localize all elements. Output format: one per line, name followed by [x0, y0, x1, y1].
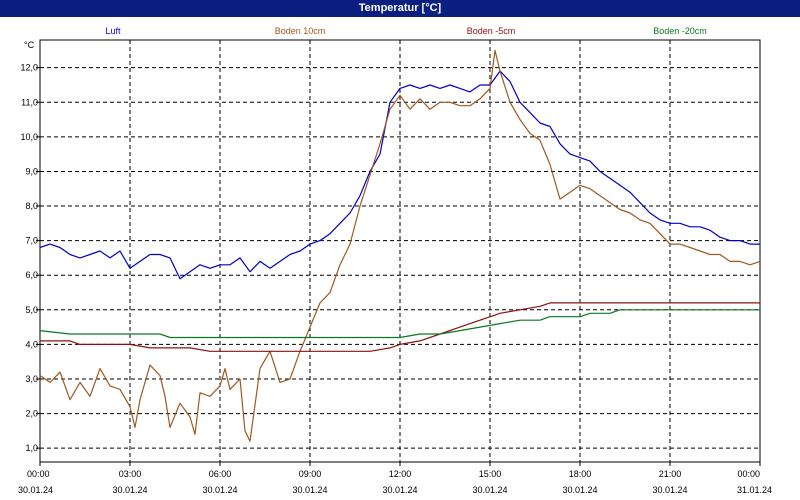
- series-line-3: [40, 302, 760, 352]
- y-tick-label: 10,0: [20, 132, 38, 142]
- y-axis-unit: °C: [24, 40, 35, 50]
- x-tick-date: 30.01.24: [562, 485, 597, 495]
- series-line-2: [39, 49, 761, 442]
- x-tick-date: 30.01.24: [652, 485, 687, 495]
- x-axis-ticks: 00:00 30.01.24 03:00 30.01.24 06:00 30.01.24 0…: [18, 462, 772, 495]
- series-line-1: [39, 70, 760, 280]
- x-tick-date: 30.01.24: [292, 485, 327, 495]
- y-tick-label: 2,0: [25, 409, 38, 419]
- y-tick-label: 7,0: [25, 236, 38, 246]
- legend: Luft Boden 10cm Boden -5cm Boden -20cm: [105, 26, 706, 36]
- x-tick-time: 00:00: [737, 469, 760, 479]
- legend-entry: Boden 10cm: [275, 26, 326, 36]
- x-tick-date: 31.01.24: [737, 485, 772, 495]
- grid: [40, 40, 760, 462]
- x-tick-time: 00:00: [27, 469, 50, 479]
- y-tick-label: 6,0: [25, 270, 38, 280]
- x-tick-time: 03:00: [119, 469, 142, 479]
- chart-title: Temperatur [°C]: [0, 0, 800, 17]
- y-tick-label: 11,0: [21, 97, 38, 107]
- x-tick-time: 09:00: [299, 469, 322, 479]
- y-tick-label: 3,0: [25, 374, 38, 384]
- legend-entry: Boden -20cm: [653, 26, 707, 36]
- y-tick-label: 4,0: [25, 339, 38, 349]
- x-tick-time: 15:00: [479, 469, 502, 479]
- y-tick-label: 5,0: [25, 305, 38, 315]
- x-tick-date: 30.01.24: [472, 485, 507, 495]
- x-tick-time: 18:00: [569, 469, 592, 479]
- x-tick-time: 21:00: [659, 469, 682, 479]
- y-tick-label: 8,0: [25, 201, 38, 211]
- series-lines: [39, 49, 761, 442]
- x-tick-time: 06:00: [209, 469, 232, 479]
- y-tick-label: 12,0: [20, 63, 38, 73]
- legend-entry: Boden -5cm: [467, 26, 516, 36]
- x-tick-date: 30.01.24: [18, 485, 53, 495]
- x-tick-date: 30.01.24: [202, 485, 237, 495]
- series-line-4: [39, 309, 760, 339]
- legend-entry: Luft: [105, 26, 121, 36]
- x-tick-time: 12:00: [389, 469, 412, 479]
- x-tick-date: 30.01.24: [112, 485, 147, 495]
- y-tick-label: 9,0: [25, 166, 38, 176]
- y-tick-label: 1,0: [25, 443, 38, 453]
- y-axis-ticks: 1,0 2,0 3,0 4,0 5,0 6,0 7,0 8,0 9,0 10,0 11,0 12,0: [20, 63, 40, 453]
- x-tick-date: 30.01.24: [382, 485, 417, 495]
